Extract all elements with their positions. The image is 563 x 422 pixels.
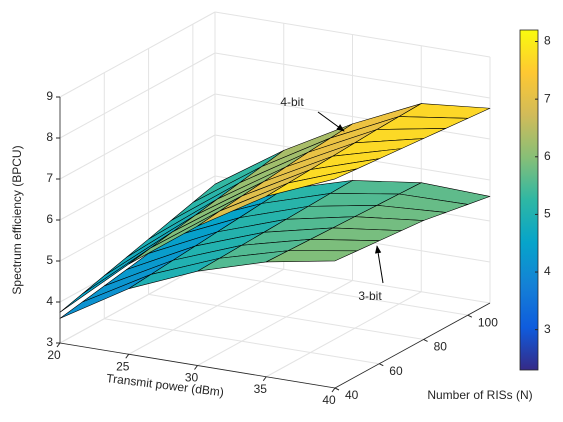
y-tick-label: 100 xyxy=(478,315,498,329)
colorbar-tick-label: 3 xyxy=(544,322,551,336)
colorbar-tick-label: 8 xyxy=(544,34,551,48)
tick xyxy=(334,387,340,391)
y-tick-label: 80 xyxy=(434,340,448,354)
tick xyxy=(331,387,336,393)
colorbar-tick-label: 4 xyxy=(544,264,551,278)
z-tick-label: 9 xyxy=(46,89,53,103)
grid-line xyxy=(59,93,216,180)
x-tick-label: 35 xyxy=(254,382,268,396)
y-axis-label: Number of RISs (N) xyxy=(427,388,532,402)
surfaces xyxy=(59,103,491,319)
tick xyxy=(379,363,384,367)
tick xyxy=(467,314,473,318)
surface-patch xyxy=(265,168,358,197)
grid-line xyxy=(104,318,380,365)
grid-line xyxy=(59,134,216,221)
z-tick-label: 4 xyxy=(46,294,53,308)
annotation-arrow xyxy=(317,111,345,132)
z-tick-label: 8 xyxy=(46,130,53,144)
grid-line xyxy=(192,269,468,316)
axis-line xyxy=(334,302,491,389)
z-tick-label: 7 xyxy=(46,171,53,185)
surface-patch xyxy=(265,250,358,263)
grid-line xyxy=(59,175,216,262)
z-tick-label: 5 xyxy=(46,253,53,267)
z-tick-label: 6 xyxy=(46,212,53,226)
grid-line xyxy=(128,268,284,355)
annotation: 3-bit xyxy=(358,289,382,303)
y-tick-label: 40 xyxy=(345,388,359,402)
tick xyxy=(423,338,428,342)
colorbar-tick-label: 7 xyxy=(544,91,551,105)
grid-line xyxy=(266,291,422,378)
x-axis-label: Transmit power (dBm) xyxy=(106,371,225,399)
grid-line xyxy=(59,52,216,139)
y-tick-label: 60 xyxy=(389,364,403,378)
x-tick-label: 20 xyxy=(47,348,61,362)
tick xyxy=(194,365,198,370)
z-axis-label: Spectrum efficiency (BPCU) xyxy=(10,145,24,294)
tick xyxy=(262,376,267,382)
colorbar: 3 4 5 6 7 8 xyxy=(519,29,551,371)
x-tick-label: 30 xyxy=(185,371,199,385)
annotation-arrow xyxy=(374,245,384,284)
x-tick-label: 25 xyxy=(116,359,130,373)
annotation: 4-bit xyxy=(280,95,304,109)
tick xyxy=(56,342,61,348)
grid-line xyxy=(197,280,353,366)
colorbar-scale xyxy=(519,29,539,371)
colorbar-tick-label: 5 xyxy=(544,207,551,221)
tick xyxy=(125,353,130,359)
z-tick-label: 3 xyxy=(46,335,53,349)
grid-line xyxy=(148,293,424,340)
colorbar-tick-label: 6 xyxy=(544,149,551,163)
grid-line xyxy=(59,11,216,98)
x-tick-label: 40 xyxy=(322,393,336,407)
